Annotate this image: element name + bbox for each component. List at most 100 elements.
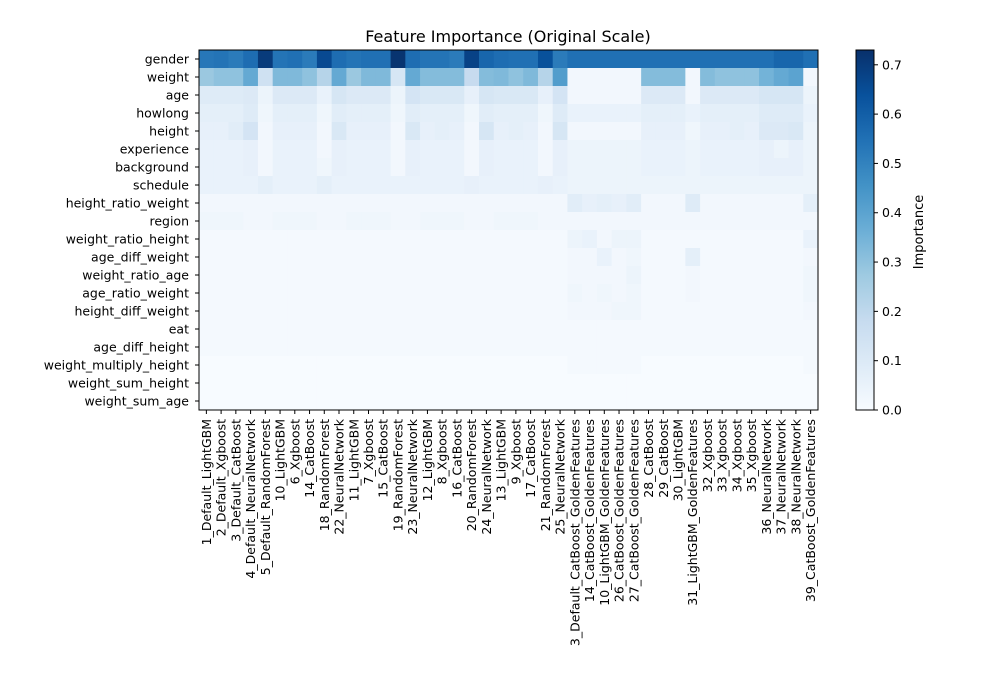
heatmap-cell-height-32_Xgboost	[700, 122, 716, 141]
heatmap-cell-eat-20_RandomForest	[464, 320, 480, 339]
x-tick-label-6_Xgboost: 6_Xgboost	[287, 419, 302, 484]
heatmap-cell-age_diff_weight-26_CatBoost_GoldenFeatures	[611, 248, 627, 267]
heatmap-cell-weight_ratio_height-28_CatBoost	[641, 230, 657, 249]
heatmap-cell-schedule-14_CatBoost_GoldenFeatures	[582, 176, 598, 195]
heatmap-cell-age_ratio_weight-3_Default_CatBoost_GoldenFeatures	[567, 284, 583, 303]
heatmap-cell-eat-14_CatBoost	[302, 320, 318, 339]
y-tick-label-background: background	[115, 160, 189, 175]
y-tick-label-schedule: schedule	[133, 178, 189, 193]
heatmap-cell-weight_ratio_height-27_CatBoost_GoldenFeatures	[626, 230, 642, 249]
heatmap-cell-weight_ratio_height-11_LightGBM	[346, 230, 362, 249]
heatmap-cell-gender-21_RandomForest	[537, 50, 554, 69]
heatmap-cell-age_diff_weight-4_Default_NeuralNetwork	[243, 248, 259, 267]
heatmap-cell-background-38_NeuralNetwork	[788, 158, 804, 177]
heatmap-cell-age_diff_weight-31_LightGBM_GoldenFeatures	[685, 248, 701, 267]
heatmap-cell-height_ratio_weight-34_Xgboost	[729, 194, 745, 213]
heatmap-cell-age_ratio_weight-9_Xgboost	[508, 284, 524, 303]
heatmap-cell-weight_multiply_height-31_LightGBM_GoldenFeatures	[685, 356, 701, 375]
heatmap-cell-weight_ratio_age-15_CatBoost	[375, 266, 391, 285]
heatmap-cell-weight_sum_age-31_LightGBM_GoldenFeatures	[685, 392, 701, 411]
heatmap-cell-howlong-2_Default_Xgboost	[213, 104, 229, 123]
heatmap-cell-height-11_LightGBM	[346, 122, 362, 141]
x-tick-label-29_CatBoost: 29_CatBoost	[656, 419, 671, 498]
heatmap-cell-age-4_Default_NeuralNetwork	[243, 86, 259, 105]
heatmap-cell-weight_sum_age-10_LightGBM_GoldenFeatures	[596, 392, 613, 411]
heatmap-cell-weight_ratio_age-26_CatBoost_GoldenFeatures	[611, 266, 627, 285]
heatmap-cell-schedule-21_RandomForest	[537, 176, 554, 195]
heatmap-cell-weight_multiply_height-6_Xgboost	[287, 356, 303, 375]
heatmap-cell-experience-3_Default_CatBoost	[228, 140, 244, 159]
heatmap-cell-height_diff_weight-10_LightGBM	[272, 302, 288, 321]
heatmap-cell-region-20_RandomForest	[464, 212, 480, 231]
y-tick-label-height_diff_weight: height_diff_weight	[74, 304, 189, 319]
heatmap-cell-eat-11_LightGBM	[346, 320, 362, 339]
heatmap-cell-height-30_LightGBM	[670, 122, 686, 141]
heatmap-cell-schedule-36_NeuralNetwork	[759, 176, 775, 195]
heatmap-cell-background-15_CatBoost	[375, 158, 391, 177]
heatmap-cell-experience-21_RandomForest	[537, 140, 554, 159]
x-tick-label-33_Xgboost: 33_Xgboost	[715, 419, 730, 492]
heatmap-cell-weight-39_CatBoost_GoldenFeatures	[803, 68, 819, 87]
heatmap-cell-region-14_CatBoost_GoldenFeatures	[582, 212, 598, 231]
heatmap-cell-schedule-35_Xgboost	[744, 176, 760, 195]
heatmap-cell-age_diff_height-10_LightGBM	[272, 338, 288, 357]
heatmap-cell-age_diff_weight-12_LightGBM	[420, 248, 436, 267]
heatmap-cell-weight-38_NeuralNetwork	[788, 68, 804, 87]
heatmap-cell-gender-14_CatBoost_GoldenFeatures	[582, 50, 598, 69]
heatmap-cell-age-13_LightGBM	[493, 86, 509, 105]
heatmap-cell-weight_sum_age-12_LightGBM	[420, 392, 436, 411]
heatmap-cell-eat-8_Xgboost	[434, 320, 450, 339]
heatmap-cell-age_ratio_weight-36_NeuralNetwork	[759, 284, 775, 303]
heatmap-cell-weight_sum_age-4_Default_NeuralNetwork	[243, 392, 259, 411]
heatmap-cell-weight_multiply_height-14_CatBoost	[302, 356, 318, 375]
heatmap-cell-height-3_Default_CatBoost_GoldenFeatures	[567, 122, 583, 141]
heatmap-cell-region-1_Default_LightGBM	[199, 212, 215, 231]
heatmap-cell-height_diff_weight-28_CatBoost	[641, 302, 657, 321]
heatmap-cell-weight_ratio_height-4_Default_NeuralNetwork	[243, 230, 259, 249]
heatmap-cell-howlong-30_LightGBM	[670, 104, 686, 123]
heatmap-cell-region-18_RandomForest	[316, 212, 333, 231]
heatmap-cell-gender-31_LightGBM_GoldenFeatures	[685, 50, 701, 69]
heatmap-cell-gender-30_LightGBM	[670, 50, 686, 69]
heatmap-cell-height_diff_weight-21_RandomForest	[537, 302, 554, 321]
heatmap-cell-age-26_CatBoost_GoldenFeatures	[611, 86, 627, 105]
heatmap-cell-age-8_Xgboost	[434, 86, 450, 105]
heatmap-cell-weight-14_CatBoost	[302, 68, 318, 87]
heatmap-cell-age-11_LightGBM	[346, 86, 362, 105]
heatmap-cell-height-20_RandomForest	[464, 122, 480, 141]
heatmap-cell-weight_ratio_age-23_NeuralNetwork	[405, 266, 421, 285]
colorbar-tick-label-0.6: 0.6	[882, 107, 902, 122]
heatmap-cell-weight_ratio_age-25_NeuralNetwork	[552, 266, 568, 285]
heatmap-cell-background-8_Xgboost	[434, 158, 450, 177]
heatmap-cell-height-6_Xgboost	[287, 122, 303, 141]
heatmap-cell-experience-2_Default_Xgboost	[213, 140, 229, 159]
heatmap-cell-weight_ratio_height-17_CatBoost	[523, 230, 539, 249]
heatmap-cell-height_ratio_weight-25_NeuralNetwork	[552, 194, 568, 213]
y-tick-label-experience: experience	[120, 142, 190, 157]
heatmap-cell-weight_ratio_age-1_Default_LightGBM	[199, 266, 215, 285]
y-tick-label-region: region	[149, 214, 189, 229]
heatmap-cell-weight_sum_age-25_NeuralNetwork	[552, 392, 568, 411]
heatmap-cell-age-10_LightGBM_GoldenFeatures	[596, 86, 613, 105]
y-tick-label-height: height	[149, 124, 189, 139]
heatmap-cell-weight_multiply_height-35_Xgboost	[744, 356, 760, 375]
heatmap-cell-age_ratio_weight-10_LightGBM_GoldenFeatures	[596, 284, 613, 303]
heatmap-cell-schedule-13_LightGBM	[493, 176, 509, 195]
heatmap-cell-weight-27_CatBoost_GoldenFeatures	[626, 68, 642, 87]
heatmap-cell-age-3_Default_CatBoost_GoldenFeatures	[567, 86, 583, 105]
heatmap-cell-howlong-9_Xgboost	[508, 104, 524, 123]
heatmap-cell-weight_ratio_height-12_LightGBM	[420, 230, 436, 249]
heatmap-cell-background-3_Default_CatBoost	[228, 158, 244, 177]
heatmap-cell-experience-8_Xgboost	[434, 140, 450, 159]
heatmap-cell-gender-19_RandomForest	[390, 50, 406, 69]
heatmap-cell-eat-14_CatBoost_GoldenFeatures	[582, 320, 598, 339]
x-tick-label-12_LightGBM: 12_LightGBM	[420, 419, 435, 501]
heatmap-cell-age_ratio_weight-33_Xgboost	[714, 284, 730, 303]
heatmap-cell-weight_sum_height-8_Xgboost	[434, 374, 450, 393]
heatmap-cell-background-26_CatBoost_GoldenFeatures	[611, 158, 627, 177]
y-tick-label-weight_ratio_height: weight_ratio_height	[66, 232, 189, 247]
heatmap-cell-weight_sum_height-16_CatBoost	[449, 374, 465, 393]
heatmap-cell-region-37_NeuralNetwork	[773, 212, 789, 231]
heatmap-cell-height-3_Default_CatBoost	[228, 122, 244, 141]
heatmap-cell-howlong-14_CatBoost_GoldenFeatures	[582, 104, 598, 123]
